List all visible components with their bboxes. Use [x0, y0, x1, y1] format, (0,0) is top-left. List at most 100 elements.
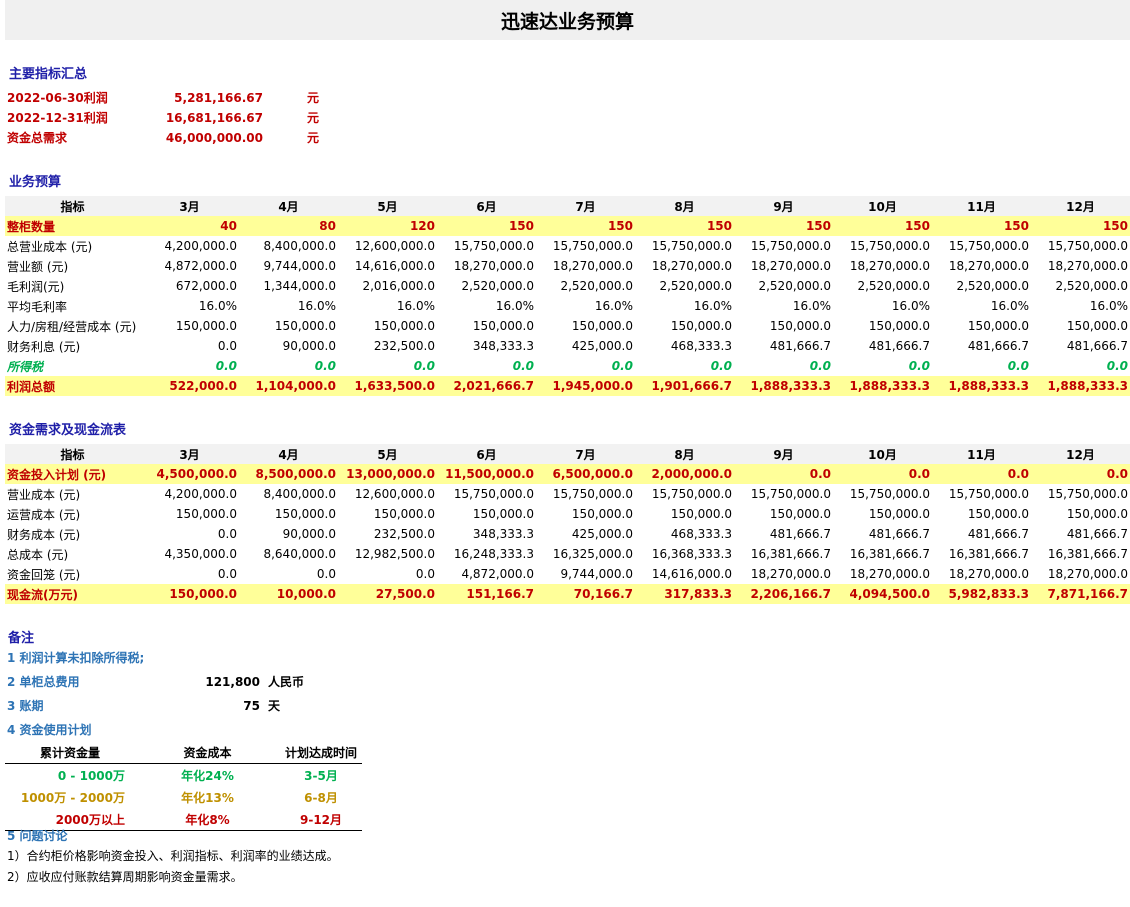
cell-value: 150,000.0 [868, 507, 930, 521]
cell-value: 150 [833, 216, 932, 236]
cell-value: 16.0% [792, 299, 831, 313]
note-3-value: 75 [243, 699, 260, 713]
table-row: 总成本 (元) 4,350,000.0 8,640,000.0 12,982,500.… [5, 544, 1130, 564]
cashflow-table: 指标 3月 4月 5月 6月 7月 8月 9月 10月 11月 12月 资金投入计划 (元) 4,50… [5, 444, 1130, 604]
kpi-value: 46,000,000.00 [165, 131, 263, 145]
table-row: 平均毛利率 16.0% 16.0% 16.0% 16.0% 16.0% 16.0% 16.0%… [5, 296, 1130, 316]
header-cell: 3月 [140, 444, 239, 464]
cell-value: 150,000.0 [967, 507, 1029, 521]
header-cell: 10月 [833, 444, 932, 464]
cell-value: 8,640,000.0 [263, 547, 336, 561]
cell-value: 0.0 [932, 464, 1031, 484]
plan-cell: 年化24% [181, 768, 234, 783]
cell-value: 4,094,500.0 [833, 584, 932, 604]
table-row: 人力/房租/经营成本 (元) 150,000.0 150,000.0 150,000.… [5, 316, 1130, 336]
cell-value: 150,000.0 [175, 507, 237, 521]
cell-value: 150 [932, 216, 1031, 236]
cell-value: 1,633,500.0 [338, 376, 437, 396]
table-row: 总营业成本 (元) 4,200,000.0 8,400,000.0 12,600,00… [5, 236, 1130, 256]
note-2-unit: 人民币 [268, 675, 305, 689]
cell-value: 1,888,333.3 [1031, 376, 1130, 396]
cell-value: 16.0% [990, 299, 1029, 313]
cell-value: 5,982,833.3 [932, 584, 1031, 604]
note-4-label: 4 资金使用计划 [7, 723, 92, 737]
header-cell: 10月 [833, 196, 932, 216]
cell-value: 15,750,000.0 [750, 239, 831, 253]
table-header-row: 累计资金量 资金成本 计划达成时间 [5, 741, 362, 764]
kpi-label: 资金总需求 [7, 131, 68, 145]
cell-value: 70,166.7 [536, 584, 635, 604]
cell-value: 6,500,000.0 [536, 464, 635, 484]
cell-value: 0.0 [1106, 359, 1128, 373]
header-cell: 8月 [635, 196, 734, 216]
cell-value: 16.0% [495, 299, 534, 313]
plan-cell: 年化13% [181, 790, 234, 805]
kpi-label: 2022-06-30利润 [7, 91, 108, 105]
cell-value: 150,000.0 [769, 507, 831, 521]
cell-value: 1,888,333.3 [734, 376, 833, 396]
header-cell: 4月 [239, 444, 338, 464]
cell-value: 0.0 [611, 359, 633, 373]
cashflow-heading: 资金需求及现金流表 [9, 423, 127, 438]
cell-value: 0.0 [512, 359, 534, 373]
header-cell: 12月 [1031, 196, 1130, 216]
header-cell: 11月 [932, 444, 1031, 464]
kpi-value: 5,281,166.67 [174, 91, 263, 105]
cell-value: 150,000.0 [571, 507, 633, 521]
summary-heading: 主要指标汇总 [9, 67, 88, 82]
row-label: 总营业成本 (元) [7, 239, 93, 254]
table-row: 财务利息 (元) 0.0 90,000.0 232,500.0 348,333.3 425… [5, 336, 1130, 356]
cell-value: 15,750,000.0 [750, 487, 831, 501]
discussion-item: 1）合约柜价格影响资金投入、利润指标、利润率的业绩达成。 [7, 849, 339, 863]
table-row: 利润总额 522,000.0 1,104,000.0 1,633,500.0 2,021… [5, 376, 1130, 396]
cell-value: 16.0% [693, 299, 732, 313]
kpi-row: 2022-06-30利润 5,281,166.67 元 [7, 88, 337, 108]
cell-value: 0.0 [1031, 464, 1130, 484]
row-label: 利润总额 [5, 376, 140, 396]
cell-value: 0.0 [908, 359, 930, 373]
plan-cell: 2000万以上 [5, 808, 135, 831]
discussion-item: 2）应收应付账款结算周期影响资金量需求。 [7, 870, 243, 884]
header-cell: 6月 [437, 444, 536, 464]
cell-value: 150,000.0 [175, 319, 237, 333]
table-row: 资金回笼 (元) 0.0 0.0 0.0 4,872,000.0 9,744,000.0 1… [5, 564, 1130, 584]
table-row: 运营成本 (元) 150,000.0 150,000.0 150,000.0 150,0… [5, 504, 1130, 524]
cell-value: 18,270,000.0 [1047, 567, 1128, 581]
cell-value: 0.0 [413, 359, 435, 373]
kpi-unit: 元 [307, 131, 320, 145]
cell-value: 16.0% [396, 299, 435, 313]
table-row: 现金流(万元) 150,000.0 10,000.0 27,500.0 151,166.… [5, 584, 1130, 604]
cell-value: 1,945,000.0 [536, 376, 635, 396]
cell-value: 9,744,000.0 [560, 567, 633, 581]
cell-value: 18,270,000.0 [750, 567, 831, 581]
cell-value: 18,270,000.0 [453, 259, 534, 273]
header-cell: 指标 [5, 444, 140, 464]
cell-value: 481,666.7 [1066, 339, 1128, 353]
cell-value: 481,666.7 [868, 339, 930, 353]
kpi-unit: 元 [307, 111, 320, 125]
cell-value: 481,666.7 [868, 527, 930, 541]
note-2-value: 121,800 [205, 675, 260, 689]
cell-value: 18,270,000.0 [651, 259, 732, 273]
cell-value: 150,000.0 [373, 507, 435, 521]
table-row: 营业成本 (元) 4,200,000.0 8,400,000.0 12,600,000… [5, 484, 1130, 504]
cell-value: 2,520,000.0 [758, 279, 831, 293]
cell-value: 18,270,000.0 [750, 259, 831, 273]
cell-value: 150,000.0 [472, 507, 534, 521]
table-row: 整柜数量 40 80 120 150 150 150 150 150 150 150 [5, 216, 1130, 236]
cell-value: 150,000.0 [1066, 507, 1128, 521]
cell-value: 15,750,000.0 [849, 239, 930, 253]
row-label: 所得税 [7, 359, 44, 374]
cell-value: 348,333.3 [472, 339, 534, 353]
cell-value: 8,400,000.0 [263, 487, 336, 501]
row-label: 财务利息 (元) [7, 339, 81, 354]
note-5-label: 5 问题讨论 [7, 829, 68, 843]
cell-value: 16.0% [1089, 299, 1128, 313]
cell-value: 90,000.0 [282, 527, 336, 541]
cell-value: 1,888,333.3 [833, 376, 932, 396]
cell-value: 40 [140, 216, 239, 236]
cell-value: 468,333.3 [670, 339, 732, 353]
cell-value: 16,325,000.0 [552, 547, 633, 561]
plan-cell: 1000万 - 2000万 [20, 790, 125, 805]
cell-value: 150,000.0 [1066, 319, 1128, 333]
